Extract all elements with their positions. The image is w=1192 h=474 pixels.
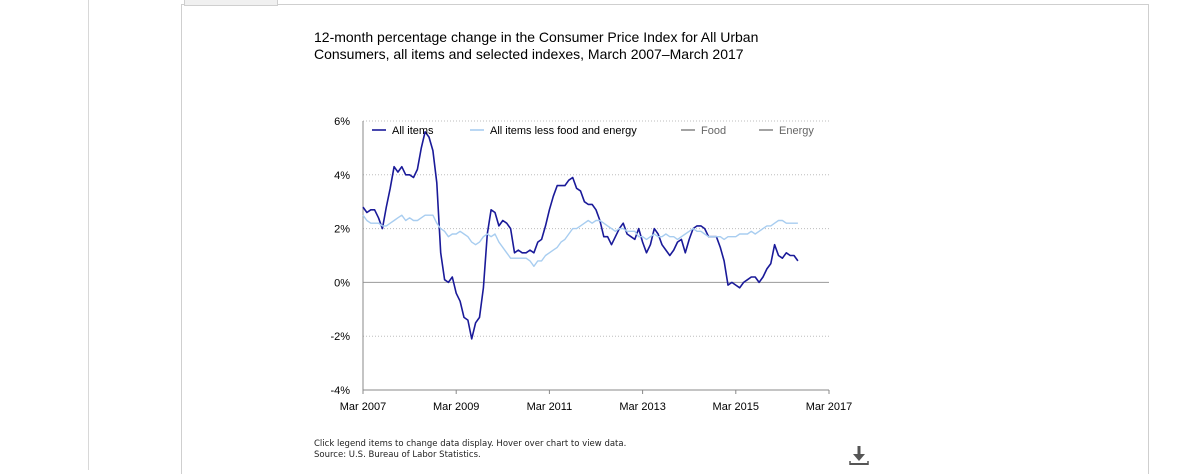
page-divider	[88, 0, 89, 470]
x-tick-label: Mar 2017	[806, 401, 852, 413]
series-line-all-items	[362, 131, 799, 340]
x-tick-label: Mar 2009	[433, 401, 479, 413]
y-tick-label: 6%	[334, 116, 350, 128]
legend-label: Food	[701, 125, 726, 137]
legend-all-items[interactable]: All items	[372, 125, 434, 137]
legend-label: Energy	[779, 125, 814, 137]
tab-stub[interactable]	[184, 0, 278, 6]
x-tick-label: Mar 2015	[713, 401, 759, 413]
x-tick-label: Mar 2011	[527, 401, 573, 413]
chart-instruction: Click legend items to change data displa…	[314, 439, 627, 449]
chart-notes: Click legend items to change data displa…	[314, 439, 626, 461]
y-tick-label: -2%	[330, 331, 350, 343]
legend-food[interactable]: Food	[681, 125, 726, 137]
x-tick-label: Mar 2013	[619, 401, 665, 413]
y-tick-label: 2%	[334, 224, 350, 236]
chart-title: 12-month percentage change in the Consum…	[314, 29, 759, 62]
legend-energy[interactable]: Energy	[759, 125, 814, 137]
legend-label: All items	[392, 125, 434, 137]
y-tick-label: 4%	[334, 170, 350, 182]
x-tick-label: Mar 2007	[340, 401, 386, 413]
download-icon	[849, 446, 869, 465]
download-button[interactable]	[848, 444, 870, 466]
chart-source: Source: U.S. Bureau of Labor Statistics.	[314, 450, 481, 460]
legend-core[interactable]: All items less food and energy	[470, 125, 637, 137]
y-tick-label: -4%	[330, 385, 350, 397]
series-line-core	[362, 214, 798, 267]
chart-panel	[181, 4, 1149, 474]
legend-label: All items less food and energy	[490, 125, 637, 137]
y-tick-label: 0%	[334, 277, 350, 289]
